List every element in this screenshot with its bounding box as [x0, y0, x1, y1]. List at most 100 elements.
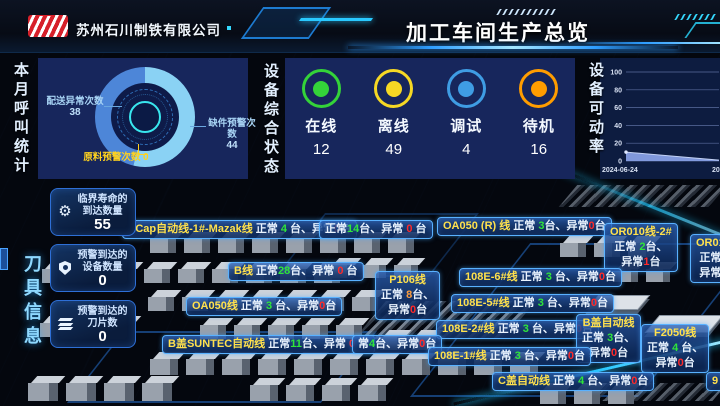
floor-line-label: B盖SUNTEC自动线 正常11台、异常 0 台	[162, 335, 376, 354]
floor-line-label: P106线 正常 8台、 异常0台	[375, 271, 441, 320]
status-dot	[530, 80, 547, 97]
machine-cube	[184, 232, 218, 253]
status-item: 离线 49	[374, 69, 414, 158]
floor-line-label: 108E-2#线 正常 3 台、异常0台	[436, 320, 600, 339]
floor-line-label: OR01正常异常	[690, 234, 720, 283]
status-value: 12	[312, 141, 330, 158]
machine-cube	[402, 352, 438, 375]
call-donut-chart	[95, 67, 195, 167]
status-label: 待机	[522, 118, 555, 135]
svg-text:100: 100	[610, 70, 622, 77]
availability-chart-panel: 0 20 40 60 80 100 2024-06-24 20	[600, 58, 720, 179]
floor-line-label: 正常14台、异常 0 台	[319, 220, 433, 239]
machine-cube	[66, 376, 103, 401]
machine-cube	[144, 262, 178, 283]
equipment-status-panel: 在线 12 离线 49 调试 4 待机 16	[285, 58, 575, 179]
machine-cube	[286, 378, 322, 401]
machine-cube	[250, 378, 286, 401]
tool-stat-card: ⚙ 临界寿命的 到达数量 55	[50, 188, 136, 236]
status-dot	[458, 80, 475, 97]
machine-cube	[178, 262, 212, 283]
machine-cube	[352, 290, 386, 311]
tool-stat-card: 预警到达的 刀片数 0	[50, 300, 136, 348]
gears-icon: ⚙	[58, 203, 72, 220]
machine-cube	[142, 376, 179, 401]
svg-text:20: 20	[614, 141, 622, 148]
callout-label: 原料预警次数	[83, 152, 141, 163]
donut-core-ring	[129, 101, 161, 133]
status-label: 调试	[450, 118, 483, 135]
header: 苏州石川制铁有限公司 加工车间生产总览	[0, 0, 720, 53]
status-ring-icon	[446, 69, 486, 108]
status-item: 待机 16	[519, 69, 559, 158]
machine-cube	[322, 378, 358, 401]
company-logo	[28, 15, 68, 37]
machine-cube	[388, 232, 422, 253]
card-label: 刀片数	[87, 317, 118, 329]
callout-value: 44	[226, 140, 238, 151]
status-value: 16	[530, 141, 548, 158]
floor-line-label: B盖自动线 正常 3台、 异常0台	[576, 314, 642, 363]
header-emblem-decoration	[240, 7, 332, 39]
machine-cube	[294, 352, 330, 375]
machine-cube	[222, 352, 258, 375]
status-dot	[385, 80, 402, 97]
layers-icon	[57, 317, 73, 332]
card-value: 55	[94, 215, 111, 233]
title-underline-glow	[348, 46, 678, 49]
callout-delivery-abnormal: 配送异常次数 38	[44, 96, 106, 118]
floor-line-label: B线 正常28台、异常 0 台	[228, 262, 364, 281]
callout-missing-parts: 缺件预警次数 44	[204, 118, 260, 151]
callout-connector	[138, 144, 139, 154]
header-accent-line	[298, 18, 374, 21]
floor-line-label: 108E-1#线 正常 3 台、异常0台	[428, 347, 592, 366]
chevron-decoration	[496, 9, 558, 15]
machine-cube	[28, 376, 65, 401]
machine-cube	[148, 290, 182, 311]
availability-side-label: 设备可动率	[587, 62, 604, 157]
status-ring-icon	[374, 69, 414, 108]
svg-text:20: 20	[712, 167, 720, 174]
status-value: 4	[462, 141, 471, 158]
floor-line-label: 常4台、异常0台	[352, 335, 443, 354]
floor-line-label: C盖自动线 正常 4 台、异常0台	[492, 372, 655, 391]
svg-text:2024-06-24: 2024-06-24	[602, 167, 638, 174]
header-line-decoration	[566, 42, 720, 44]
card-label: 临界寿命的	[77, 193, 128, 205]
machine-cube	[150, 232, 184, 253]
svg-text:40: 40	[614, 123, 622, 130]
header-bracket-decoration	[684, 22, 720, 38]
floor-line-label: 108E-6#线 正常 3 台、异常0台	[459, 268, 623, 287]
availability-chart: 0 20 40 60 80 100 2024-06-24 20	[602, 70, 720, 175]
status-side-label: 设备综合状态	[262, 63, 279, 177]
machine-cube	[608, 383, 642, 404]
machine-cube	[104, 376, 141, 401]
machine-cube	[286, 232, 320, 253]
company-name: 苏州石川制铁有限公司	[76, 19, 231, 39]
floor-line-label: 9	[706, 372, 720, 391]
donut-decoration-ring	[117, 89, 173, 145]
machine-cube	[320, 232, 354, 253]
tool-info-cards: ⚙ 临界寿命的 到达数量 55 预警到达的 设备数量 0 预警到达的 刀片数 0	[50, 188, 138, 356]
svg-text:0: 0	[618, 159, 622, 166]
callout-label: 配送异常次数	[46, 96, 104, 107]
floor-line-label: 108E-5#线 正常 3 台、异常0台	[451, 294, 615, 313]
tool-stat-card: 预警到达的 设备数量 0	[50, 244, 136, 292]
status-value: 49	[385, 141, 403, 158]
callout-value: 0	[143, 152, 149, 163]
card-value: 0	[98, 327, 107, 345]
floor-line-label: OR010线-2# 正常 2台、 异常1台	[604, 223, 678, 272]
status-item: 在线 12	[301, 69, 341, 158]
callout-label: 缺件预警次数	[208, 118, 256, 140]
machine-cube	[252, 232, 286, 253]
machine-cube	[258, 352, 294, 375]
floor-line-label: OA050线 正常 3 台、异常0台	[186, 297, 343, 316]
donut-decoration-ring	[122, 94, 168, 140]
status-ring-icon	[301, 69, 341, 108]
machine-cube	[366, 352, 402, 375]
card-label: 预警到达的	[77, 249, 128, 261]
shield-icon	[59, 261, 71, 275]
floor-line-label: F2050线 正常 4 台、 异常0台	[641, 324, 710, 373]
callout-connector	[190, 126, 206, 127]
status-label: 离线	[377, 118, 410, 135]
